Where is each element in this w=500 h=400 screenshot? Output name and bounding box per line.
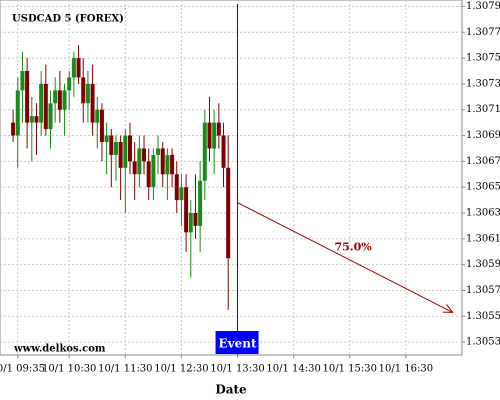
x-tick-label: 10/1 10:30 [42,364,96,375]
candle-body [57,90,62,110]
candle-body [184,187,189,233]
candle-body [39,83,44,123]
candle-body [34,116,39,123]
candle-body [216,122,221,136]
candle-body [95,109,100,123]
event-box [215,331,259,354]
y-tick-label: 1.3071 [466,104,500,115]
candle-body [81,77,86,104]
candle-body [62,90,67,110]
x-tick-label: 10/1 15:30 [323,364,377,375]
x-tick-label: 10/1 12:30 [154,364,208,375]
event-label: Event [219,337,257,351]
candle-body [85,83,90,104]
candle-body [104,135,109,142]
candle-body [43,83,48,130]
candle-body [151,154,156,188]
candle-body [160,148,165,175]
candle-body [20,71,25,91]
projection-line [237,202,453,313]
candle-body [179,187,184,201]
y-tick-label: 1.3077 [466,27,500,38]
candle-body [212,122,217,149]
candle-body [156,148,161,155]
y-tick-label: 1.3053 [466,337,500,348]
x-tick-label: 10/1 16:30 [379,364,433,375]
candle-body [53,90,58,104]
candle-body [76,58,81,78]
y-tick-label: 1.3065 [466,182,500,193]
candle-body [99,109,104,142]
candle-body [165,154,170,175]
candle-body [198,180,203,226]
candle-body [170,154,175,175]
x-tick-label: 10/1 13:30 [210,364,264,375]
candle-body [109,135,114,155]
x-tick-label: 10/1 09:35 [0,364,45,375]
candle-body [67,77,72,91]
candle-body [71,58,76,78]
y-tick-label: 1.3075 [466,53,500,64]
y-tick-label: 1.3061 [466,233,500,244]
y-tick-label: 1.3063 [466,208,500,219]
projection-label: 75.0% [334,241,372,254]
candle-body [90,83,95,123]
candle-body [127,135,132,162]
candle-body [113,142,118,155]
candle-body [202,122,207,181]
candle-body [193,213,198,226]
watermark: www.delkos.com [13,344,106,355]
candle-body [137,148,142,175]
y-tick-label: 1.3055 [466,311,500,322]
candle-body [118,142,123,168]
candle-body [188,213,193,233]
candle-body [48,103,53,130]
projection-arrowhead [442,304,454,313]
x-axis-label: Date [215,383,247,397]
candle-body [226,167,231,259]
y-tick-label: 1.3073 [466,78,500,89]
candle-body [207,122,212,149]
candle-body [25,71,30,123]
y-tick-label: 1.3069 [466,130,500,141]
candle-body [142,148,147,162]
x-tick-label: 10/1 11:30 [98,364,152,375]
candle-body [146,161,151,188]
candle-body [11,122,16,136]
candle-body [174,174,179,201]
y-tick-label: 1.3059 [466,259,500,270]
candle-body [123,135,128,168]
y-tick-label: 1.3067 [466,156,500,167]
candle-body [132,161,137,175]
candle-body [15,90,20,136]
x-tick-label: 10/1 14:30 [266,364,320,375]
y-tick-label: 1.3079 [466,1,500,12]
chart-title: USDCAD 5 (FOREX) [12,14,124,25]
candle-body [29,116,34,123]
candle-body [221,135,226,168]
y-tick-label: 1.3057 [466,285,500,296]
